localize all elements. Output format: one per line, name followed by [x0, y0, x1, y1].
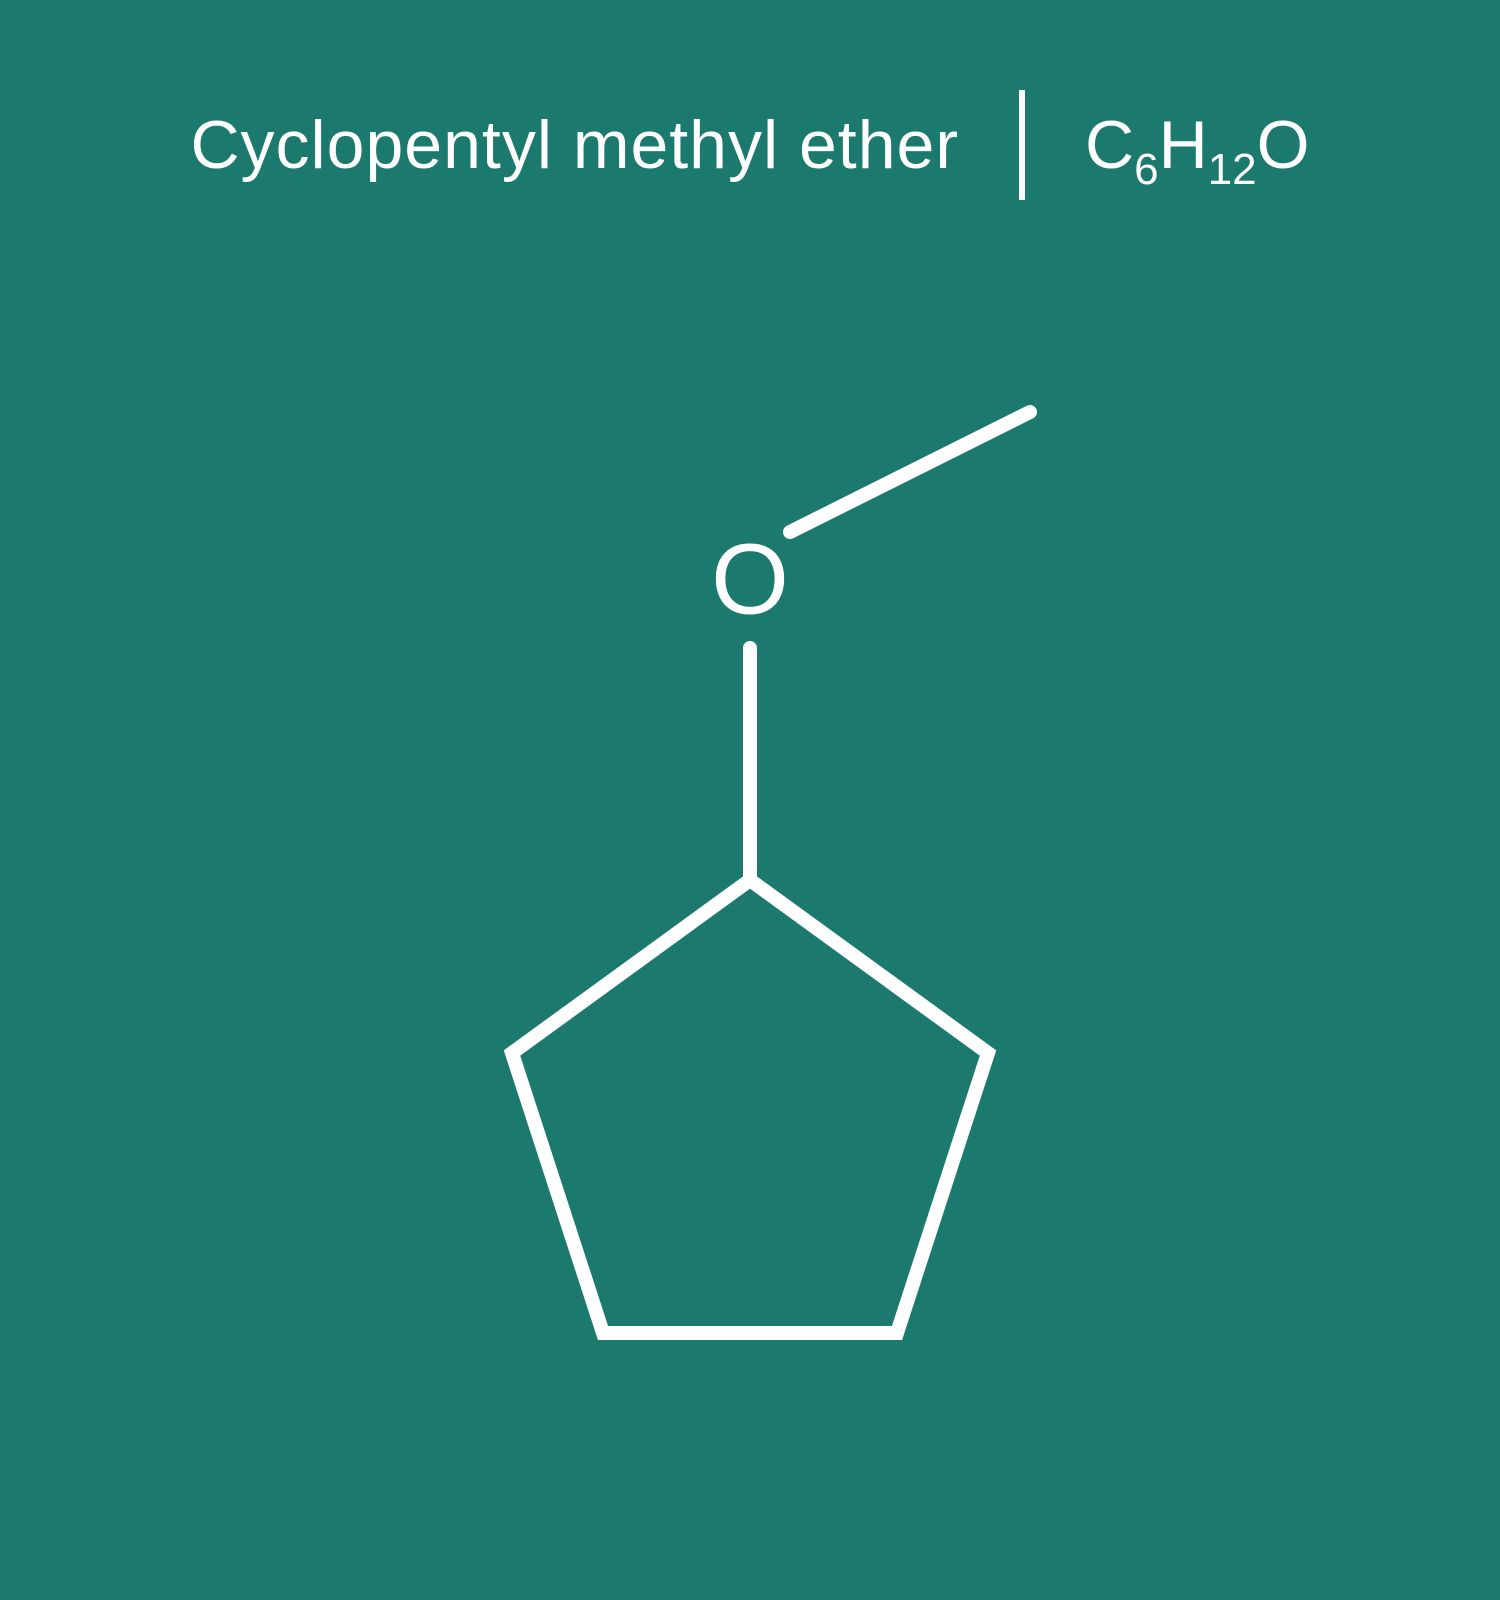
cyclopentane-ring [512, 880, 988, 1333]
molecule-structure [0, 0, 1500, 1600]
chemical-diagram-canvas: Cyclopentyl methyl ether C 6 H 12 O O [0, 0, 1500, 1600]
oxygen-atom-label: O [711, 523, 789, 638]
bonds [750, 412, 1030, 880]
